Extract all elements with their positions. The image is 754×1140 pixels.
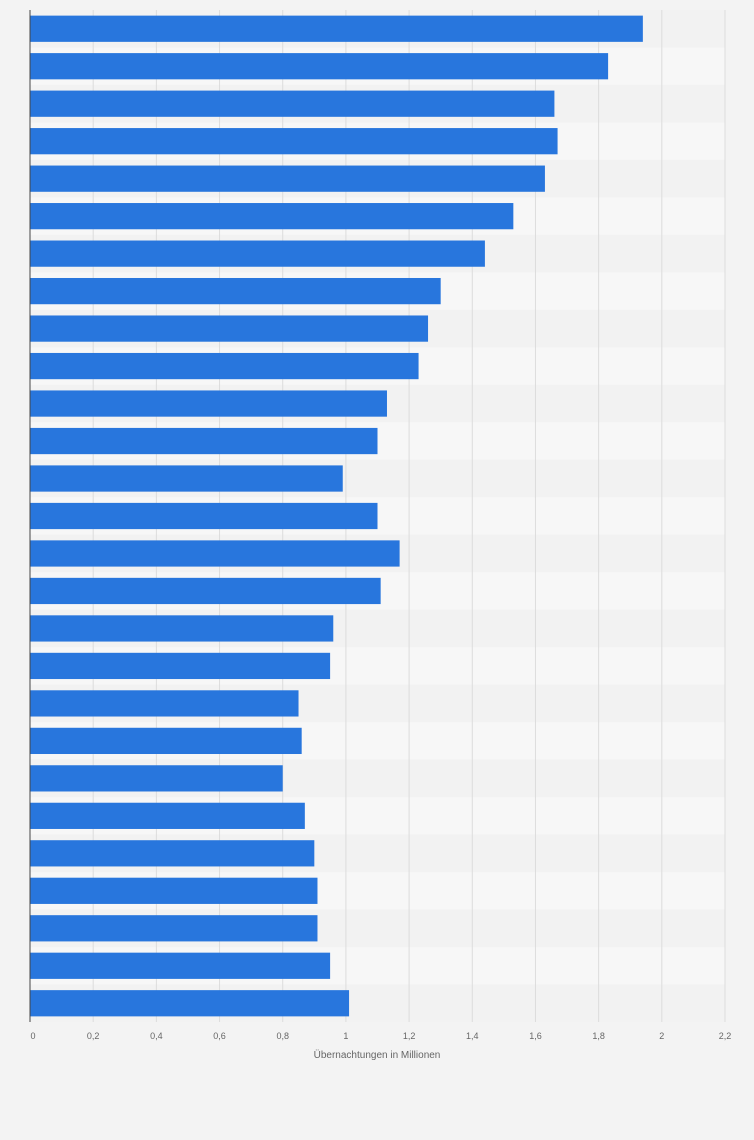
x-axis-title: Übernachtungen in Millionen: [314, 1049, 441, 1061]
x-tick-label: 0: [30, 1031, 35, 1041]
bar: [30, 915, 318, 942]
bar: [30, 53, 609, 80]
x-tick-label: 1,2: [403, 1031, 416, 1041]
bar: [30, 877, 318, 904]
x-tick-label: 2,2: [719, 1031, 732, 1041]
bar: [30, 90, 555, 117]
bar: [30, 540, 400, 567]
bar: [30, 165, 545, 192]
x-tick-label: 2: [659, 1031, 664, 1041]
x-tick-label: 1,6: [529, 1031, 542, 1041]
x-tick-label: 1,4: [466, 1031, 479, 1041]
x-tick-label: 0,6: [213, 1031, 226, 1041]
bar: [30, 15, 643, 42]
bar: [30, 615, 334, 642]
bar: [30, 203, 514, 230]
x-axis-ticks: 0 0,2 0,4 0,6 0,8 1 1,2 1,4 1,6 1,8 2 2,2: [30, 1031, 731, 1041]
bar: [30, 802, 305, 829]
bar: [30, 765, 283, 792]
x-tick-label: 1,8: [592, 1031, 605, 1041]
bar: [30, 390, 387, 417]
bar: [30, 577, 381, 605]
bar: [30, 952, 331, 979]
bar: [30, 427, 378, 455]
bar: [30, 128, 558, 155]
bar: [30, 352, 419, 380]
x-tick-label: 0,4: [150, 1031, 163, 1041]
x-tick-label: 1: [343, 1031, 348, 1041]
bar: [30, 315, 429, 342]
bar: [30, 652, 331, 680]
bar: [30, 690, 299, 717]
bar: [30, 277, 441, 305]
bar: [30, 727, 302, 755]
bar: [30, 502, 378, 530]
bar: [30, 240, 485, 267]
bar: [30, 465, 343, 492]
x-tick-label: 0,8: [276, 1031, 289, 1041]
bar: [30, 840, 315, 867]
x-tick-label: 0,2: [87, 1031, 100, 1041]
bar-series: [30, 15, 643, 1017]
bar: [30, 990, 350, 1017]
